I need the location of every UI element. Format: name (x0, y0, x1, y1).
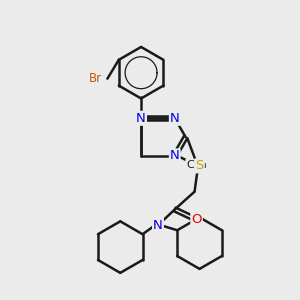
Text: Br: Br (89, 72, 102, 85)
Text: CH₃: CH₃ (186, 160, 207, 170)
Text: O: O (191, 213, 202, 226)
Text: N: N (170, 112, 180, 125)
Text: N: N (153, 219, 163, 232)
Text: N: N (153, 219, 163, 232)
Text: N: N (136, 112, 146, 125)
Text: N: N (170, 149, 180, 162)
Text: S: S (195, 159, 204, 172)
